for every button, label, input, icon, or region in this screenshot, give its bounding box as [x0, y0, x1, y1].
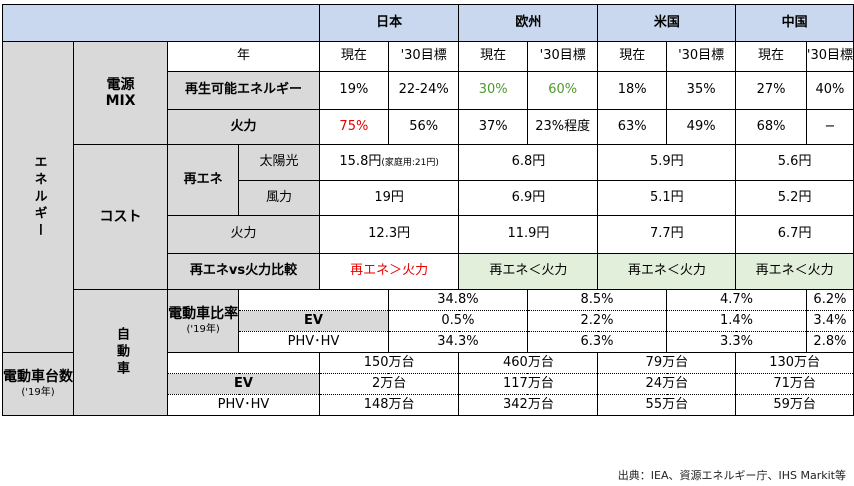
- section-energy: エネルギー: [2, 41, 74, 353]
- us-renewable-target: 35%: [666, 71, 737, 110]
- cn-wind-cost: 5.2円: [735, 180, 854, 216]
- eu-thermal-current: 37%: [458, 109, 528, 145]
- jp-solar-cost: 15.8円(家庭用:21円): [318, 144, 460, 181]
- year-label: 年: [167, 41, 320, 72]
- jp-thermal-target: 56%: [387, 109, 460, 145]
- cn-ev-ratio: 6.2%: [805, 289, 854, 311]
- eu-ev-count-ev: 117万台: [458, 373, 599, 395]
- jp-ev-ratio-phv: 34.3%: [387, 331, 528, 353]
- solar-label: 太陽光: [238, 144, 320, 181]
- region-us: 米国: [597, 4, 737, 42]
- jp-target-header: '30目標: [387, 41, 460, 72]
- section-auto: 自動車: [72, 289, 169, 416]
- renewable-label: 再生可能エネルギー: [167, 71, 320, 110]
- ev-ratio-title: 電動車比率: [168, 306, 239, 323]
- eu-renewable-current: 30%: [458, 71, 528, 110]
- ev-count-label: 電動車台数 ('19年): [2, 352, 74, 416]
- us-ev-ratio: 4.7%: [666, 289, 807, 311]
- cost-thermal-label: 火力: [167, 215, 320, 254]
- eu-thermal-target: 23%程度: [526, 109, 599, 145]
- eu-ev-ratio-phv: 6.3%: [526, 331, 668, 353]
- eu-wind-cost: 6.9円: [458, 180, 599, 216]
- eu-renewable-target: 60%: [526, 71, 599, 110]
- cn-renewable-target: 40%: [805, 71, 854, 110]
- us-renewable-current: 18%: [597, 71, 668, 110]
- ev-ratio-phv-label: PHV･HV: [238, 331, 389, 353]
- eu-ev-count: 460万台: [458, 352, 599, 374]
- jp-renewable-current: 19%: [318, 71, 389, 110]
- region-japan: 日本: [318, 4, 460, 42]
- cn-thermal-current: 68%: [735, 109, 807, 145]
- us-ev-count-phv: 55万台: [597, 394, 737, 416]
- ev-count-ev-label: EV: [167, 373, 320, 395]
- jp-compare: 再エネ＞火力: [318, 253, 460, 290]
- us-thermal-current: 63%: [597, 109, 668, 145]
- header-blank: [2, 4, 320, 42]
- ev-count-phv-label: PHV･HV: [167, 394, 320, 416]
- eu-solar-cost: 6.8円: [458, 144, 599, 181]
- us-ev-count-ev: 24万台: [597, 373, 737, 395]
- eu-ev-count-phv: 342万台: [458, 394, 599, 416]
- power-mix-label: 電源 MIX: [72, 41, 169, 145]
- jp-thermal-cost: 12.3円: [318, 215, 460, 254]
- ev-count-blank: [167, 352, 320, 374]
- region-europe: 欧州: [458, 4, 599, 42]
- ev-ratio-blank: [238, 289, 389, 311]
- cn-thermal-target: −: [805, 109, 854, 145]
- cn-compare: 再エネ＜火力: [735, 253, 854, 290]
- us-ev-count: 79万台: [597, 352, 737, 374]
- eu-target-header: '30目標: [526, 41, 599, 72]
- region-china: 中国: [735, 4, 854, 42]
- jp-renewable-target: 22-24%: [387, 71, 460, 110]
- eu-thermal-cost: 11.9円: [458, 215, 599, 254]
- cn-ev-ratio-ev: 3.4%: [805, 310, 854, 332]
- us-ev-ratio-phv: 3.3%: [666, 331, 807, 353]
- jp-solar-main: 15.8円: [339, 154, 382, 170]
- jp-ev-count-phv: 148万台: [318, 394, 460, 416]
- ev-count-title: 電動車台数: [3, 369, 73, 386]
- cn-ev-count-phv: 59万台: [735, 394, 854, 416]
- cn-ev-count: 130万台: [735, 352, 854, 374]
- jp-ev-count: 150万台: [318, 352, 460, 374]
- comparison-table: 日本 欧州 米国 中国 エネルギー 電源 MIX 年 現在 '30目標 現在 '…: [2, 4, 854, 416]
- eu-ev-ratio: 8.5%: [526, 289, 668, 311]
- us-thermal-target: 49%: [666, 109, 737, 145]
- cn-solar-cost: 5.6円: [735, 144, 854, 181]
- cn-current-header: 現在: [735, 41, 807, 72]
- us-ev-ratio-ev: 1.4%: [666, 310, 807, 332]
- thermal-label: 火力: [167, 109, 320, 145]
- jp-ev-ratio-ev: 0.5%: [387, 310, 528, 332]
- jp-solar-note: (家庭用:21円): [381, 158, 439, 169]
- ev-ratio-label: 電動車比率 ('19年): [167, 289, 240, 353]
- us-solar-cost: 5.9円: [597, 144, 737, 181]
- wind-label: 風力: [238, 180, 320, 216]
- us-current-header: 現在: [597, 41, 668, 72]
- jp-ev-count-ev: 2万台: [318, 373, 460, 395]
- cn-renewable-current: 27%: [735, 71, 807, 110]
- cn-ev-ratio-phv: 2.8%: [805, 331, 854, 353]
- source-note: 出典：IEA、資源エネルギー庁、IHS Markit等: [617, 469, 846, 482]
- eu-ev-ratio-ev: 2.2%: [526, 310, 668, 332]
- cost-label: コスト: [72, 144, 169, 290]
- us-target-header: '30目標: [666, 41, 737, 72]
- eu-current-header: 現在: [458, 41, 528, 72]
- us-compare: 再エネ＜火力: [597, 253, 737, 290]
- ev-ratio-ev-label: EV: [238, 310, 389, 332]
- ev-count-year: ('19年): [21, 387, 55, 399]
- us-wind-cost: 5.1円: [597, 180, 737, 216]
- jp-wind-cost: 19円: [318, 180, 460, 216]
- jp-current-header: 現在: [318, 41, 389, 72]
- jp-thermal-current: 75%: [318, 109, 389, 145]
- eu-compare: 再エネ＜火力: [458, 253, 599, 290]
- us-thermal-cost: 7.7円: [597, 215, 737, 254]
- jp-ev-ratio: 34.8%: [387, 289, 528, 311]
- cn-ev-count-ev: 71万台: [735, 373, 854, 395]
- ev-ratio-year: ('19年): [186, 324, 220, 336]
- cn-target-header: '30目標: [805, 41, 854, 72]
- compare-label: 再エネvs火力比較: [167, 253, 320, 290]
- re-label: 再エネ: [167, 144, 240, 216]
- cn-thermal-cost: 6.7円: [735, 215, 854, 254]
